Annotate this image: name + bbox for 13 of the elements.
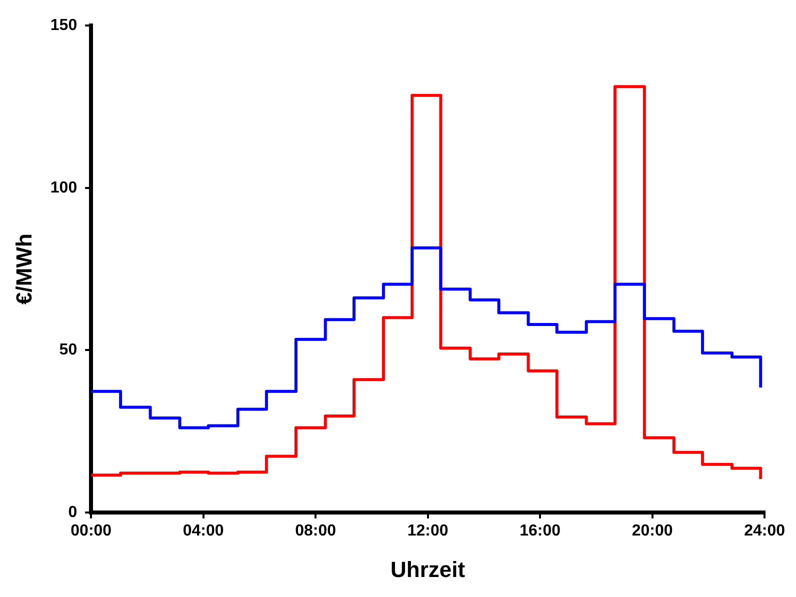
x-tick-label: 24:00 bbox=[744, 522, 786, 540]
x-tick-label: 16:00 bbox=[520, 522, 561, 540]
x-tick-label: 20:00 bbox=[632, 522, 673, 540]
x-axis-title: Uhrzeit bbox=[390, 556, 466, 582]
y-tick-label: 150 bbox=[50, 17, 78, 34]
y-axis-title: €/MWh bbox=[11, 234, 36, 304]
y-tick-label: 0 bbox=[68, 504, 78, 521]
x-tick-label: 04:00 bbox=[182, 522, 224, 540]
y-tick-label: 100 bbox=[50, 179, 78, 196]
x-tick-label: 00:00 bbox=[70, 522, 112, 540]
y-tick-label: 50 bbox=[59, 342, 78, 359]
x-tick-label: 12:00 bbox=[407, 522, 448, 540]
x-tick-label: 08:00 bbox=[295, 522, 336, 540]
